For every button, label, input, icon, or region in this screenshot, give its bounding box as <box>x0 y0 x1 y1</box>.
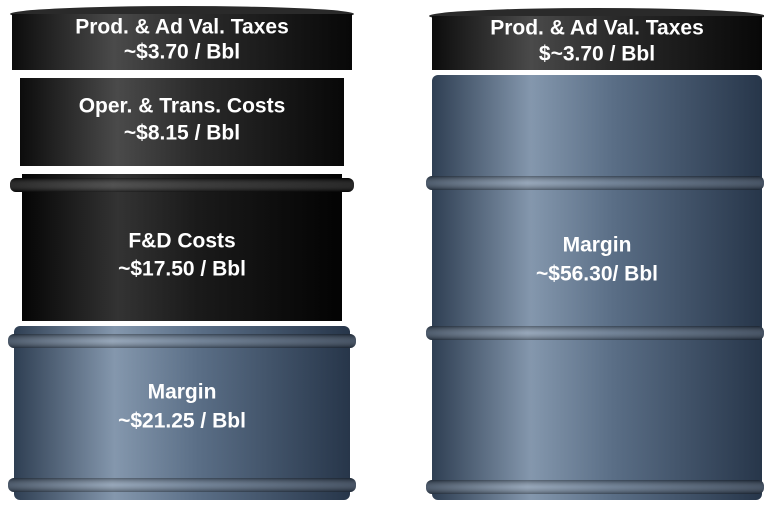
segment-value: ~$8.15 / Bbl <box>124 122 240 145</box>
segment-value: ~$17.50 / Bbl <box>118 258 246 281</box>
hoop-shade <box>10 178 354 192</box>
barrel-diagram: Prod. & Ad Val. Taxes ~$3.70 / Bbl Oper.… <box>0 0 764 506</box>
segment-label: Margin <box>148 381 217 404</box>
segment-label: Oper. & Trans. Costs <box>79 95 286 118</box>
segment-label: F&D Costs <box>128 230 235 253</box>
segment-label: Margin <box>563 234 632 257</box>
hoop-shade <box>426 176 764 190</box>
hoop-shade <box>426 480 764 494</box>
barrel-left: Prod. & Ad Val. Taxes ~$3.70 / Bbl Oper.… <box>8 6 356 500</box>
segment-value: ~$21.25 / Bbl <box>118 410 246 433</box>
segment-value: $~3.70 / Bbl <box>539 43 655 66</box>
segment-label: Prod. & Ad Val. Taxes <box>490 17 704 40</box>
hoop-shade <box>426 326 764 340</box>
segment-value: ~$56.30/ Bbl <box>536 263 658 286</box>
hoop-shade <box>8 334 356 348</box>
segment-label: Prod. & Ad Val. Taxes <box>75 16 289 39</box>
barrel-right: Prod. & Ad Val. Taxes $~3.70 / Bbl Margi… <box>426 8 764 500</box>
segment <box>432 75 762 500</box>
hoop-shade <box>8 478 356 492</box>
segment-value: ~$3.70 / Bbl <box>124 41 240 64</box>
